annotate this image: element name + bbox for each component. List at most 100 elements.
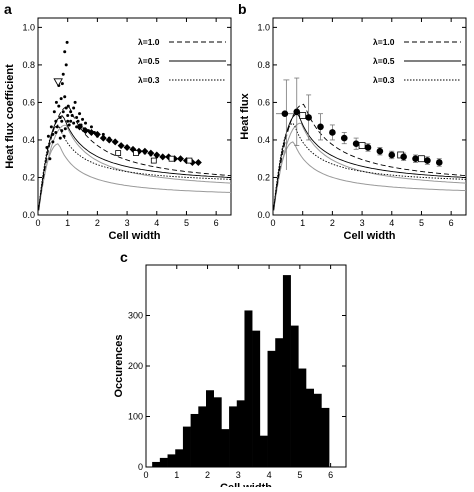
data-point-dot	[75, 125, 79, 129]
data-point-dot	[69, 110, 73, 114]
histogram-bar	[275, 338, 284, 467]
x-tick-label: 2	[330, 218, 335, 228]
data-point-filled-circle	[400, 153, 407, 161]
data-point-dot	[57, 104, 61, 108]
data-point-dot	[63, 50, 67, 54]
data-point-dot	[58, 136, 62, 140]
data-point-dot	[51, 132, 55, 136]
data-point-dot	[79, 123, 83, 127]
data-point-dot	[61, 110, 65, 114]
x-axis-label: Cell width	[344, 230, 396, 242]
y-tick-label: 0.2	[22, 172, 35, 182]
data-point-diamond	[159, 153, 167, 161]
y-tick-label: 0	[138, 462, 143, 472]
data-point-dot	[107, 136, 111, 140]
data-point-dot	[45, 145, 49, 149]
data-point-filled-circle	[329, 129, 336, 136]
histogram-bar	[290, 325, 299, 467]
y-tick-label: 0.8	[257, 60, 270, 70]
data-point-open-square	[358, 142, 366, 149]
x-tick-label: 6	[449, 218, 454, 228]
data-point-dot	[73, 100, 77, 104]
y-tick-label: 0.6	[22, 97, 35, 107]
gray-model-curve	[273, 141, 467, 211]
data-point-dot	[54, 100, 58, 104]
x-tick-label: 6	[328, 470, 333, 480]
data-point-dot	[63, 127, 67, 131]
data-point-dot	[63, 95, 67, 99]
y-axis-label: Heat flux	[239, 92, 251, 139]
model-curve-lambda-0-5	[273, 113, 467, 210]
histogram-bar	[167, 454, 176, 467]
data-point-dot	[60, 119, 64, 123]
x-tick-label: 0	[270, 218, 275, 228]
data-point-filled-circle	[352, 140, 360, 148]
model-curve-lambda-0-3	[38, 124, 232, 210]
histogram-bar	[306, 388, 314, 467]
histogram-bar	[259, 435, 268, 467]
data-point-dot	[75, 115, 79, 119]
data-point-dot	[76, 119, 80, 123]
data-point-open-square	[418, 155, 425, 163]
histogram-bar	[206, 390, 214, 467]
data-point-dot	[61, 72, 65, 76]
y-tick-label: 0.0	[22, 210, 35, 220]
data-point-filled-circle	[364, 144, 372, 151]
data-point-filled-circle	[424, 157, 431, 164]
data-point-dot	[137, 149, 141, 153]
y-axis-label: Occurences	[113, 335, 125, 398]
data-point-dot	[81, 117, 85, 121]
data-point-diamond	[147, 149, 155, 157]
legend-label: λ=0.3	[373, 75, 395, 85]
data-point-dot	[92, 130, 96, 134]
data-point-open-square	[150, 157, 157, 164]
data-point-dot	[60, 82, 64, 86]
data-point-dot	[49, 125, 53, 129]
data-point-filled-circle	[412, 155, 419, 163]
x-tick-label: 5	[297, 470, 302, 480]
data-point-dot	[66, 104, 70, 108]
legend-label: λ=1.0	[138, 37, 160, 47]
data-point-open-square	[299, 112, 307, 119]
data-point-filled-circle	[340, 134, 348, 142]
data-point-dot	[66, 119, 70, 123]
data-point-dot	[64, 63, 68, 67]
histogram-bar	[282, 275, 291, 467]
panel-b-heat-flux: b 0 1 2 3 4 5 6 0.0 0.2 0.4 0.6 0.8 1.0 Cell width Heat…	[238, 1, 467, 242]
data-point-dot	[65, 40, 69, 44]
x-tick-label: 6	[214, 218, 219, 228]
legend-label: λ=0.5	[373, 56, 395, 66]
panel-a-heat-flux-coefficient: a 0 1 2 3 4 5 6 0.0 0.2 0.4 0.6 0.8 1.0 Cell width Heat…	[4, 1, 232, 242]
x-tick-label: 0	[143, 470, 148, 480]
x-tick-label: 4	[267, 470, 272, 480]
legend-label: λ=0.5	[138, 56, 160, 66]
data-point-dot	[48, 157, 52, 161]
data-point-dot	[101, 132, 105, 136]
x-tick-label: 1	[174, 470, 179, 480]
histogram-bar	[175, 449, 184, 467]
gray-model-curve	[38, 143, 232, 211]
legend-label: λ=0.3	[138, 75, 160, 85]
data-point-dot	[60, 129, 64, 133]
data-point-diamond	[177, 155, 185, 163]
data-point-open-square	[115, 150, 122, 156]
data-point-filled-circle	[317, 123, 324, 131]
data-point-dot	[143, 151, 147, 155]
x-tick-label: 5	[184, 218, 189, 228]
y-tick-label: 1.0	[22, 22, 35, 32]
histogram-bar	[298, 368, 307, 467]
panel-letter: a	[4, 1, 12, 17]
histogram-bar	[229, 406, 238, 467]
x-tick-label: 2	[205, 470, 210, 480]
x-tick-label: 1	[300, 218, 305, 228]
data-point-filled-circle	[305, 114, 312, 121]
x-axis-label: Cell width	[220, 482, 272, 487]
y-tick-label: 1.0	[257, 22, 270, 32]
y-tick-label: 0.4	[257, 135, 270, 145]
x-tick-label: 2	[95, 218, 100, 228]
data-point-dot	[54, 119, 58, 123]
x-tick-label: 3	[125, 218, 130, 228]
data-point-dot	[54, 130, 58, 134]
histogram-bar	[159, 457, 168, 467]
